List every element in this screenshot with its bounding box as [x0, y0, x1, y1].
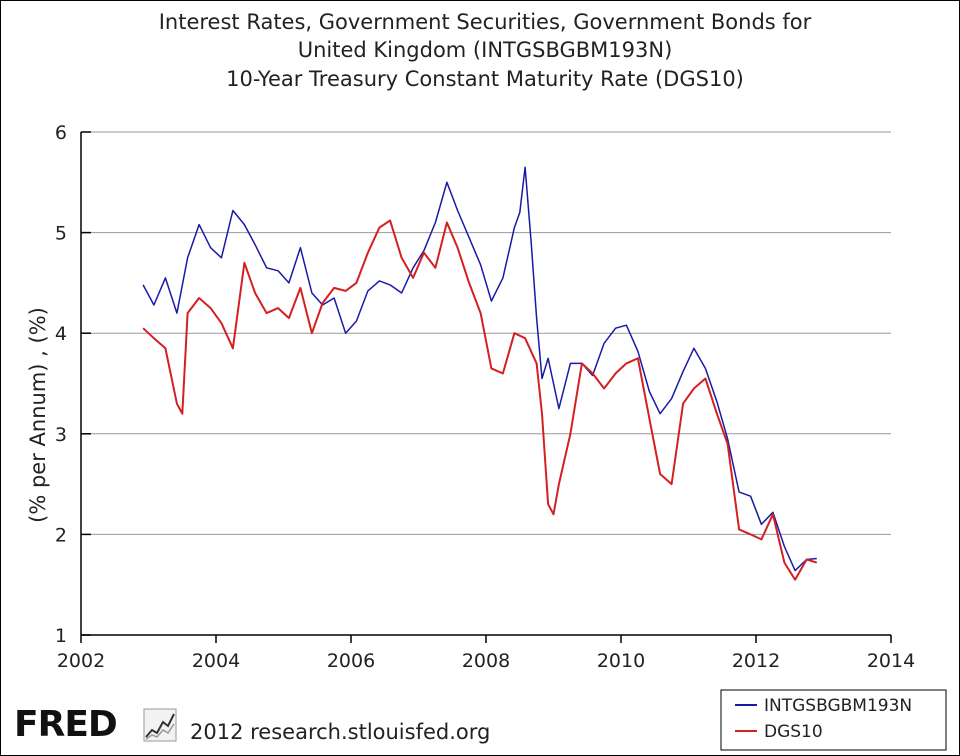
chart-title: Interest Rates, Government Securities, G…: [159, 10, 812, 91]
grid-lines: [81, 131, 891, 636]
y-axis-label: (% per Annum) , (%): [26, 307, 50, 523]
y-tick-label-4: 4: [55, 323, 67, 345]
line-chart-icon: [143, 708, 177, 742]
legend-label-dgs10: DGS10: [764, 722, 823, 742]
chart-title-line-3: 10-Year Treasury Constant Maturity Rate …: [226, 67, 744, 91]
legend-label-intgsbgbm193n: INTGSBGBM193N: [764, 696, 912, 716]
y-tick-label-6: 6: [55, 122, 67, 144]
y-tick-label-1: 1: [55, 625, 67, 647]
y-tick-label-3: 3: [55, 424, 67, 446]
y-tick-label-2: 2: [55, 524, 67, 546]
x-tick-label-2008: 2008: [462, 650, 510, 672]
chart-title-line-2: United Kingdom (INTGSBGBM193N): [298, 38, 673, 62]
x-tick-label-2002: 2002: [57, 650, 105, 672]
x-tick-label-2004: 2004: [192, 650, 240, 672]
x-tick-label-2006: 2006: [327, 650, 375, 672]
y-tick-label-5: 5: [55, 223, 67, 245]
legend-box: [720, 689, 947, 751]
legend: INTGSBGBM193N DGS10: [720, 689, 947, 751]
x-tick-label-2014: 2014: [867, 650, 915, 672]
x-tick-label-2010: 2010: [597, 650, 645, 672]
series-line-dgs10: [142, 219, 818, 581]
x-axis-ticks: 2002 2004 2006 2008 2010 2012 2014: [57, 650, 915, 672]
fred-logo[interactable]: FRED: [14, 704, 118, 745]
series-line-intgsbgbm193n: [142, 166, 817, 572]
chart-title-line-1: Interest Rates, Government Securities, G…: [159, 10, 812, 34]
y-axis-ticks: 1 2 3 4 5 6: [55, 122, 67, 647]
x-tick-label-2012: 2012: [732, 650, 780, 672]
footer-credit[interactable]: 2012 research.stlouisfed.org: [190, 720, 491, 744]
plot-series: [142, 166, 818, 581]
axes: [80, 131, 892, 643]
